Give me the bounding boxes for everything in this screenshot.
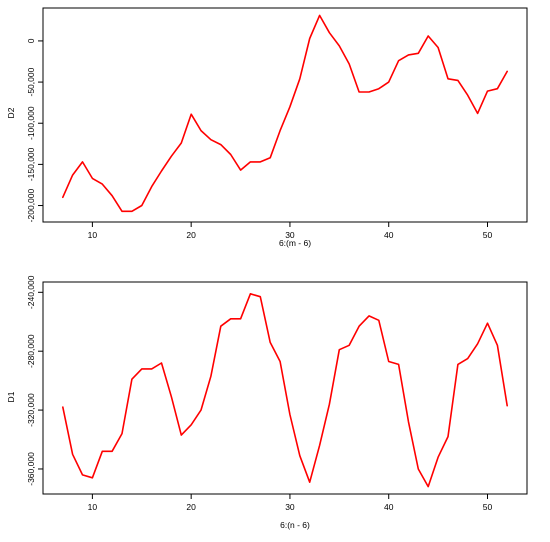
chart-top-y-tick-label: 0 <box>26 38 36 43</box>
chart-top-y-ticks: -200,000 -150,000 -100,000 -50,000 0 <box>26 38 43 222</box>
chart-top-y-tick-label: -200,000 <box>26 188 36 222</box>
chart-bottom-xlabel: 6:(n - 6) <box>280 520 310 530</box>
chart-top-x-tick-label: 50 <box>483 230 493 240</box>
chart-top: 10 20 30 40 50 -200,000 -150,000 -100,000 -50,0… <box>6 7 528 248</box>
chart-top-x-tick-label: 10 <box>88 230 98 240</box>
chart-bottom-y-tick-label: -240,000 <box>26 275 36 309</box>
chart-bottom-x-tick-label: 40 <box>384 502 394 512</box>
chart-bottom-x-tick-label: 20 <box>186 502 196 512</box>
chart-bottom-y-tick-label: -280,000 <box>26 334 36 368</box>
chart-bottom-y-ticks: -360,000 -320,000 -280,000 -240,000 <box>26 275 43 486</box>
chart-top-x-tick-label: 30 <box>285 230 295 240</box>
chart-top-y-tick-label: -150,000 <box>26 147 36 181</box>
chart-bottom-x-ticks: 10 20 30 40 50 <box>88 494 493 512</box>
chart-top-x-tick-label: 20 <box>186 230 196 240</box>
chart-top-y-tick-label: -100,000 <box>26 106 36 140</box>
chart-top-ylabel: D2 <box>6 107 16 118</box>
chart-bottom-ylabel: D1 <box>6 391 16 402</box>
chart-bottom-series-line <box>62 293 508 488</box>
chart-top-series-line <box>62 14 508 213</box>
chart-top-y-tick-label: -50,000 <box>26 67 36 96</box>
chart-top-x-ticks: 10 20 30 40 50 <box>88 222 493 240</box>
chart-bottom: 10 20 30 40 50 -360,000 -320,000 -280,000 -240,… <box>6 275 528 530</box>
chart-top-plot-box <box>42 7 528 223</box>
chart-bottom-x-tick-label: 10 <box>88 502 98 512</box>
chart-bottom-y-tick-label: -320,000 <box>26 393 36 427</box>
chart-bottom-y-tick-label: -360,000 <box>26 452 36 486</box>
chart-bottom-x-tick-label: 50 <box>483 502 493 512</box>
chart-bottom-x-tick-label: 30 <box>285 502 295 512</box>
chart-top-x-tick-label: 40 <box>384 230 394 240</box>
chart-top-xlabel: 6:(m - 6) <box>279 238 311 248</box>
